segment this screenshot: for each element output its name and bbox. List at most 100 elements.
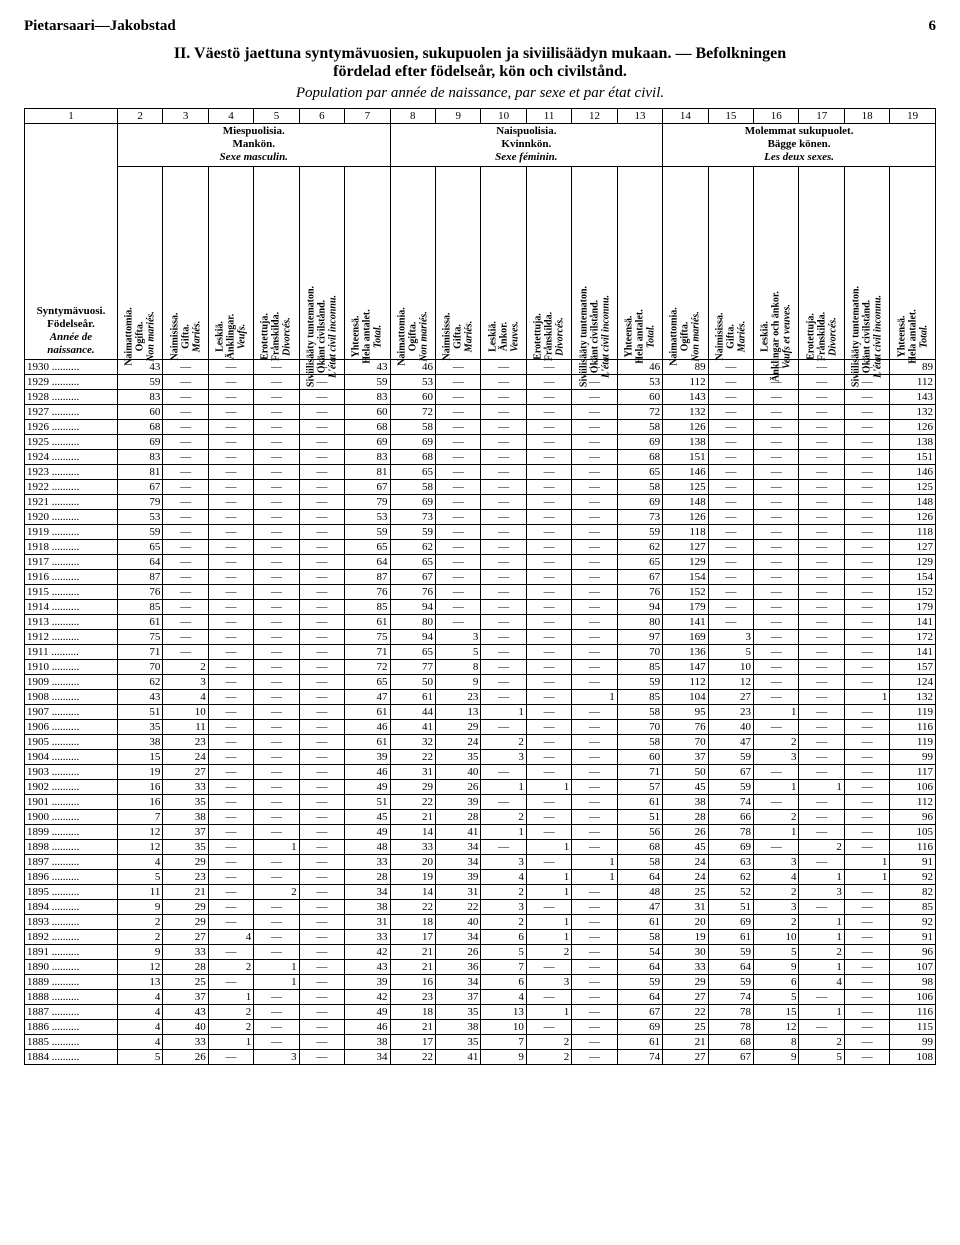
data-cell: 3: [254, 1049, 299, 1064]
data-cell: —: [208, 404, 253, 419]
colhead-div: Erotettuja.Frånskilda.Divorcés.: [254, 166, 299, 359]
data-cell: 1: [754, 704, 799, 719]
table-row: 1909 ..........623———65509———5911212———1…: [25, 674, 936, 689]
data-cell: 69: [617, 434, 662, 449]
table-row: 1884 ..........526—3—34224192—74276795—1…: [25, 1049, 936, 1064]
data-cell: 2: [117, 929, 162, 944]
data-cell: 1: [481, 704, 526, 719]
colhead-wid_f: Leskiä.Änkor.Veuves.: [481, 166, 526, 359]
data-cell: 1: [254, 959, 299, 974]
data-cell: 48: [617, 884, 662, 899]
data-cell: —: [208, 584, 253, 599]
year-cell: 1894 ..........: [25, 899, 118, 914]
data-cell: 25: [663, 884, 708, 899]
data-cell: —: [481, 599, 526, 614]
data-cell: 58: [617, 854, 662, 869]
data-cell: —: [708, 494, 753, 509]
data-cell: 24: [663, 869, 708, 884]
data-cell: 132: [663, 404, 708, 419]
data-cell: —: [208, 449, 253, 464]
data-cell: —: [708, 419, 753, 434]
data-cell: 1: [844, 854, 889, 869]
data-cell: —: [799, 494, 844, 509]
data-cell: —: [526, 614, 571, 629]
data-cell: 112: [890, 794, 936, 809]
data-cell: —: [799, 704, 844, 719]
data-cell: —: [481, 404, 526, 419]
data-cell: 61: [617, 914, 662, 929]
data-cell: —: [526, 659, 571, 674]
data-cell: —: [844, 779, 889, 794]
year-cell: 1890 ..........: [25, 959, 118, 974]
data-cell: —: [572, 944, 617, 959]
data-cell: —: [799, 449, 844, 464]
table-row: 1914 ..........85————8594————94179————17…: [25, 599, 936, 614]
data-cell: 62: [708, 869, 753, 884]
data-cell: —: [208, 359, 253, 374]
data-cell: —: [754, 449, 799, 464]
data-cell: 67: [617, 569, 662, 584]
year-cell: 1891 ..........: [25, 944, 118, 959]
data-cell: 3: [481, 854, 526, 869]
data-cell: —: [208, 809, 253, 824]
data-cell: 23: [163, 734, 208, 749]
data-cell: 117: [890, 764, 936, 779]
data-cell: 4: [799, 974, 844, 989]
data-cell: —: [299, 809, 344, 824]
data-cell: —: [208, 494, 253, 509]
data-cell: 172: [890, 629, 936, 644]
year-cell: 1912 ..........: [25, 629, 118, 644]
year-cell: 1906 ..........: [25, 719, 118, 734]
data-cell: —: [799, 389, 844, 404]
data-cell: —: [844, 614, 889, 629]
data-cell: 35: [117, 719, 162, 734]
data-cell: 60: [617, 749, 662, 764]
data-cell: 60: [390, 389, 435, 404]
data-cell: —: [526, 644, 571, 659]
data-cell: 67: [117, 479, 162, 494]
data-cell: —: [754, 554, 799, 569]
data-cell: 96: [890, 809, 936, 824]
data-cell: —: [208, 509, 253, 524]
data-cell: —: [481, 614, 526, 629]
data-cell: —: [708, 389, 753, 404]
table-row: 1894 ..........929———3822223——4731513——8…: [25, 899, 936, 914]
table-row: 1891 ..........933———42212652—54305952—9…: [25, 944, 936, 959]
data-cell: 38: [345, 899, 390, 914]
data-cell: 28: [345, 869, 390, 884]
data-cell: 141: [663, 614, 708, 629]
data-cell: —: [844, 434, 889, 449]
data-cell: 82: [890, 884, 936, 899]
year-cell: 1913 ..........: [25, 614, 118, 629]
col-num-18: 18: [844, 109, 889, 124]
data-cell: 67: [708, 764, 753, 779]
data-cell: 65: [617, 464, 662, 479]
table-row: 1908 ..........434———476123——18510427——1…: [25, 689, 936, 704]
data-cell: 83: [117, 389, 162, 404]
data-cell: 16: [390, 974, 435, 989]
data-cell: —: [299, 1019, 344, 1034]
data-cell: 24: [663, 854, 708, 869]
subheader-row: Naimattomia.Ogifta.Non mariés.Naimisissa…: [25, 166, 936, 359]
data-cell: —: [208, 674, 253, 689]
data-cell: —: [299, 1004, 344, 1019]
data-cell: —: [754, 839, 799, 854]
data-cell: 58: [617, 704, 662, 719]
data-cell: —: [254, 809, 299, 824]
data-cell: 18: [390, 914, 435, 929]
data-cell: —: [299, 929, 344, 944]
data-cell: 1: [481, 779, 526, 794]
data-cell: —: [799, 614, 844, 629]
data-cell: 1: [572, 869, 617, 884]
data-cell: —: [799, 539, 844, 554]
data-cell: —: [254, 449, 299, 464]
data-cell: 51: [117, 704, 162, 719]
data-cell: —: [299, 644, 344, 659]
data-cell: —: [208, 629, 253, 644]
data-cell: —: [572, 959, 617, 974]
data-cell: 146: [890, 464, 936, 479]
data-cell: 29: [163, 899, 208, 914]
data-cell: —: [572, 929, 617, 944]
data-cell: 31: [390, 764, 435, 779]
data-cell: —: [844, 839, 889, 854]
